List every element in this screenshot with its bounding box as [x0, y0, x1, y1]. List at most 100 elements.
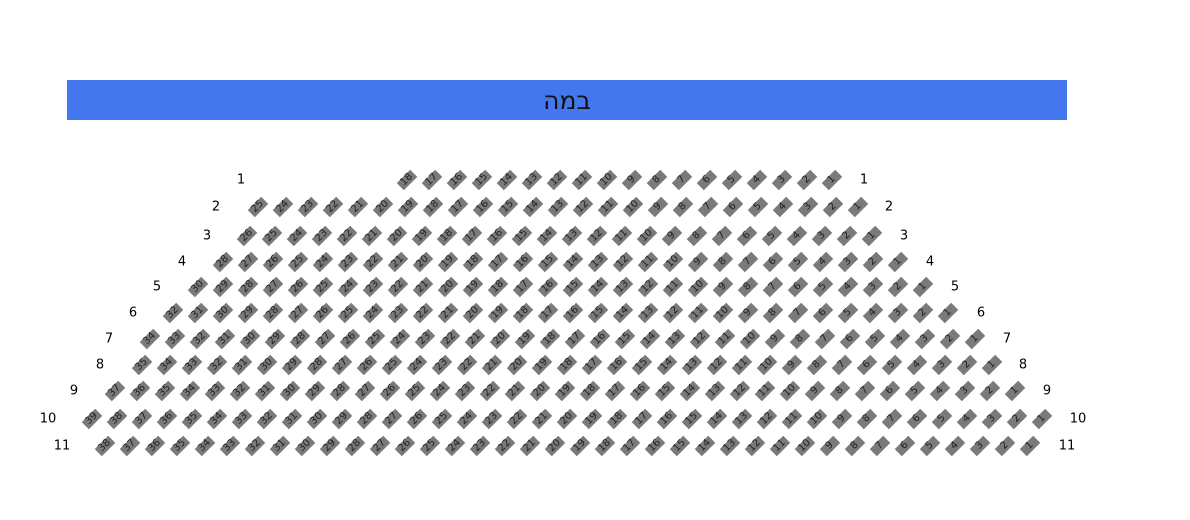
seat[interactable]: 13 — [637, 302, 659, 324]
seat[interactable]: 1 — [821, 169, 843, 191]
seat[interactable]: 3 — [969, 435, 991, 457]
seat[interactable]: 5 — [881, 354, 903, 376]
seat[interactable]: 22 — [387, 276, 409, 298]
seat[interactable]: 13 — [587, 251, 609, 273]
seat[interactable]: 27 — [369, 435, 391, 457]
seat[interactable]: 4 — [956, 408, 978, 430]
seat[interactable]: 25 — [261, 225, 283, 247]
seat[interactable]: 14 — [656, 354, 678, 376]
seat[interactable]: 5 — [864, 328, 886, 350]
seat[interactable]: 4 — [906, 354, 928, 376]
seat[interactable]: 2 — [822, 196, 844, 218]
seat[interactable]: 21 — [347, 196, 369, 218]
seat[interactable]: 7 — [762, 276, 784, 298]
seat[interactable]: 7 — [814, 328, 836, 350]
seat[interactable]: 13 — [681, 354, 703, 376]
seat[interactable]: 9 — [647, 196, 669, 218]
seat[interactable]: 3 — [914, 328, 936, 350]
seat[interactable]: 2 — [939, 328, 961, 350]
seat[interactable]: 9 — [661, 225, 683, 247]
seat[interactable]: 10 — [806, 408, 828, 430]
seat[interactable]: 27 — [381, 408, 403, 430]
seat[interactable]: 20 — [544, 435, 566, 457]
seat[interactable]: 5 — [761, 225, 783, 247]
seat[interactable]: 7 — [854, 380, 876, 402]
seat[interactable]: 26 — [406, 408, 428, 430]
seat[interactable]: 4 — [746, 169, 768, 191]
seat[interactable]: 28 — [212, 251, 234, 273]
seat[interactable]: 19 — [569, 435, 591, 457]
seat[interactable]: 16 — [446, 169, 468, 191]
seat[interactable]: 18 — [556, 354, 578, 376]
seat[interactable]: 22 — [322, 196, 344, 218]
seat[interactable]: 15 — [614, 328, 636, 350]
seat[interactable]: 30 — [279, 380, 301, 402]
seat[interactable]: 30 — [187, 276, 209, 298]
seat[interactable]: 8 — [672, 196, 694, 218]
seat[interactable]: 8 — [762, 302, 784, 324]
seat[interactable]: 19 — [531, 354, 553, 376]
seat[interactable]: 3 — [887, 302, 909, 324]
seat[interactable]: 14 — [706, 408, 728, 430]
seat[interactable]: 37 — [104, 380, 126, 402]
seat[interactable]: 18 — [422, 196, 444, 218]
seat[interactable]: 16 — [486, 225, 508, 247]
seat[interactable]: 13 — [731, 408, 753, 430]
seat[interactable]: 15 — [537, 251, 559, 273]
seat[interactable]: 16 — [537, 276, 559, 298]
seat[interactable]: 18 — [539, 328, 561, 350]
seat[interactable]: 19 — [397, 196, 419, 218]
seat[interactable]: 3 — [981, 408, 1003, 430]
seat[interactable]: 3 — [837, 251, 859, 273]
seat[interactable]: 17 — [537, 302, 559, 324]
seat[interactable]: 25 — [404, 380, 426, 402]
seat[interactable]: 15 — [681, 408, 703, 430]
seat[interactable]: 18 — [606, 408, 628, 430]
seat[interactable]: 8 — [737, 276, 759, 298]
seat[interactable]: 21 — [387, 251, 409, 273]
seat[interactable]: 20 — [437, 276, 459, 298]
seat[interactable]: 30 — [294, 435, 316, 457]
seat[interactable]: 2 — [956, 354, 978, 376]
seat[interactable]: 8 — [806, 354, 828, 376]
seat[interactable]: 37 — [131, 408, 153, 430]
seat[interactable]: 31 — [187, 302, 209, 324]
seat[interactable]: 31 — [281, 408, 303, 430]
seat[interactable]: 35 — [154, 380, 176, 402]
seat[interactable]: 3 — [954, 380, 976, 402]
seat[interactable]: 33 — [181, 354, 203, 376]
seat[interactable]: 8 — [646, 169, 668, 191]
seat[interactable]: 27 — [354, 380, 376, 402]
seat[interactable]: 6 — [839, 328, 861, 350]
seat[interactable]: 14 — [536, 225, 558, 247]
seat[interactable]: 3 — [771, 169, 793, 191]
seat[interactable]: 25 — [287, 251, 309, 273]
seat[interactable]: 15 — [669, 435, 691, 457]
seat[interactable]: 23 — [311, 225, 333, 247]
seat[interactable]: 1 — [981, 354, 1003, 376]
seat[interactable]: 13 — [547, 196, 569, 218]
seat[interactable]: 10 — [756, 354, 778, 376]
seat[interactable]: 14 — [562, 251, 584, 273]
seat[interactable]: 16 — [562, 302, 584, 324]
seat[interactable]: 8 — [844, 435, 866, 457]
seat[interactable]: 27 — [287, 302, 309, 324]
seat[interactable]: 18 — [436, 225, 458, 247]
seat[interactable]: 25 — [337, 302, 359, 324]
seat[interactable]: 24 — [456, 408, 478, 430]
seat[interactable]: 34 — [194, 435, 216, 457]
seat[interactable]: 24 — [337, 276, 359, 298]
seat[interactable]: 16 — [589, 328, 611, 350]
seat[interactable]: 24 — [406, 354, 428, 376]
seat[interactable]: 25 — [312, 276, 334, 298]
seat[interactable]: 25 — [381, 354, 403, 376]
seat[interactable]: 12 — [637, 276, 659, 298]
seat[interactable]: 21 — [504, 380, 526, 402]
seat[interactable]: 16 — [656, 408, 678, 430]
seat[interactable]: 4 — [889, 328, 911, 350]
seat[interactable]: 21 — [412, 276, 434, 298]
seat[interactable]: 28 — [329, 380, 351, 402]
seat[interactable]: 12 — [586, 225, 608, 247]
seat[interactable]: 23 — [387, 302, 409, 324]
seat[interactable]: 13 — [664, 328, 686, 350]
